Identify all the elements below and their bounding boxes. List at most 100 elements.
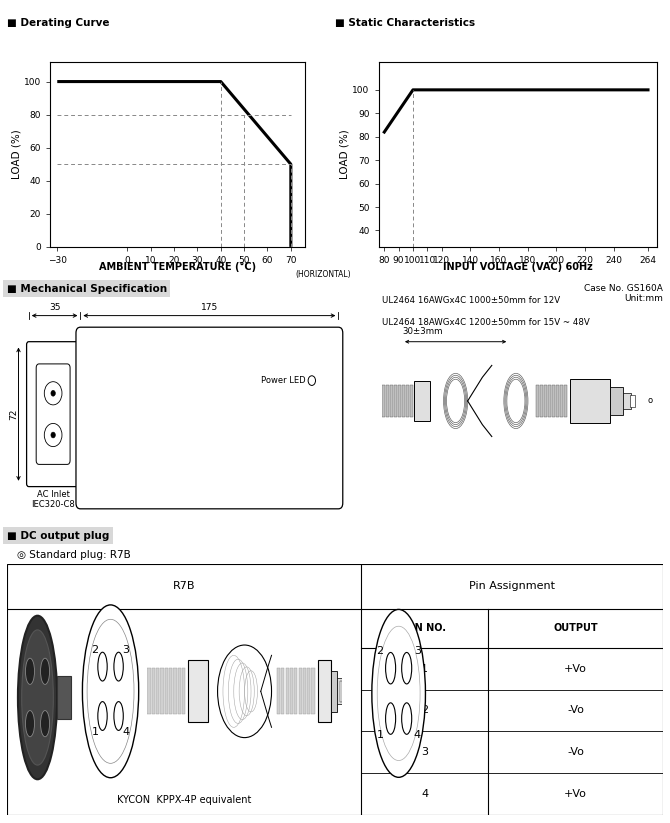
FancyBboxPatch shape [76, 328, 343, 509]
Circle shape [402, 703, 412, 734]
Text: ■ DC output plug: ■ DC output plug [7, 531, 109, 541]
Bar [331, 671, 338, 712]
Circle shape [41, 710, 50, 737]
Circle shape [44, 382, 62, 405]
Text: -Vo: -Vo [567, 747, 584, 757]
Bar [610, 387, 623, 415]
Bar [338, 678, 342, 704]
Text: 72: 72 [9, 408, 19, 420]
Text: AMBIENT TEMPERATURE (°C): AMBIENT TEMPERATURE (°C) [99, 262, 256, 272]
Ellipse shape [21, 630, 54, 765]
Y-axis label: LOAD (%): LOAD (%) [11, 129, 21, 179]
Bar [294, 668, 297, 714]
Text: 4: 4 [414, 730, 421, 741]
Bar [303, 668, 306, 714]
Text: 2: 2 [92, 645, 98, 655]
Text: 30±3mm: 30±3mm [402, 327, 442, 336]
Text: 4: 4 [123, 728, 129, 737]
Bar [540, 385, 543, 416]
Circle shape [82, 605, 139, 778]
Text: 1: 1 [421, 663, 428, 674]
Bar [386, 385, 389, 416]
Text: ■ Static Characteristics: ■ Static Characteristics [335, 18, 475, 28]
Circle shape [372, 609, 425, 777]
Text: +Vo: +Vo [564, 789, 587, 799]
Bar [318, 660, 331, 723]
Circle shape [386, 703, 395, 734]
Text: 35: 35 [49, 303, 60, 312]
Circle shape [114, 701, 123, 731]
Bar [623, 393, 631, 409]
Bar [548, 385, 551, 416]
Bar [340, 681, 342, 701]
Text: 2: 2 [421, 705, 428, 715]
Bar [406, 385, 409, 416]
Circle shape [114, 652, 123, 681]
Circle shape [377, 626, 420, 760]
Text: ◎ Standard plug: R7B: ◎ Standard plug: R7B [17, 550, 131, 560]
Bar [414, 381, 430, 421]
Bar [174, 668, 177, 714]
Bar [552, 385, 555, 416]
Text: 1: 1 [377, 730, 383, 741]
Circle shape [25, 710, 35, 737]
Bar [560, 385, 563, 416]
Bar [544, 385, 547, 416]
Text: 2: 2 [377, 646, 383, 657]
Text: AC Inlet
IEC320-C8: AC Inlet IEC320-C8 [31, 490, 75, 509]
Text: 3: 3 [421, 747, 428, 757]
Circle shape [402, 653, 412, 684]
Bar [147, 668, 151, 714]
Bar [277, 668, 280, 714]
Bar [382, 385, 385, 416]
Text: OUTPUT: OUTPUT [553, 623, 598, 634]
Y-axis label: LOAD (%): LOAD (%) [340, 129, 350, 179]
Text: ■ Mechanical Specification: ■ Mechanical Specification [7, 284, 167, 294]
Text: Pin Assignment: Pin Assignment [469, 581, 555, 592]
Circle shape [87, 620, 134, 764]
Circle shape [308, 376, 316, 385]
Circle shape [25, 658, 35, 685]
Circle shape [98, 652, 107, 681]
Text: KYCON  KPPX-4P equivalent: KYCON KPPX-4P equivalent [117, 795, 251, 805]
Bar [564, 385, 567, 416]
Circle shape [98, 701, 107, 731]
FancyBboxPatch shape [27, 342, 80, 486]
Ellipse shape [218, 645, 271, 737]
Ellipse shape [18, 616, 57, 779]
Bar [169, 668, 172, 714]
Bar [556, 385, 559, 416]
Text: 3: 3 [123, 645, 129, 655]
Text: ■ Derating Curve: ■ Derating Curve [7, 18, 109, 28]
Bar [188, 660, 208, 723]
Text: 4: 4 [421, 789, 428, 799]
Text: (HORIZONTAL): (HORIZONTAL) [295, 270, 351, 279]
Bar [57, 676, 71, 719]
Bar [390, 385, 393, 416]
Text: PIN NO.: PIN NO. [404, 623, 446, 634]
Bar [285, 668, 289, 714]
Bar [290, 668, 293, 714]
FancyBboxPatch shape [36, 364, 70, 464]
Bar [570, 379, 610, 423]
Text: UL2464 16AWGx4C 1000±50mm for 12V: UL2464 16AWGx4C 1000±50mm for 12V [382, 296, 560, 305]
Bar [281, 668, 285, 714]
Bar [410, 385, 413, 416]
Bar [307, 668, 310, 714]
Bar [394, 385, 397, 416]
Circle shape [51, 432, 56, 438]
Bar [536, 385, 539, 416]
Text: +Vo: +Vo [564, 663, 587, 674]
Text: UL2464 18AWGx4C 1200±50mm for 15V ~ 48V: UL2464 18AWGx4C 1200±50mm for 15V ~ 48V [382, 318, 590, 327]
Bar [299, 668, 302, 714]
Bar [630, 395, 635, 407]
Bar [156, 668, 159, 714]
Bar [178, 668, 181, 714]
Circle shape [41, 658, 50, 685]
Text: Case No. GS160A
Unit:mm: Case No. GS160A Unit:mm [584, 284, 663, 304]
Text: 3: 3 [414, 646, 421, 657]
Bar [402, 385, 405, 416]
Text: 175: 175 [201, 303, 218, 312]
Bar [160, 668, 163, 714]
Text: INPUT VOLTAGE (VAC) 60Hz: INPUT VOLTAGE (VAC) 60Hz [443, 262, 592, 272]
